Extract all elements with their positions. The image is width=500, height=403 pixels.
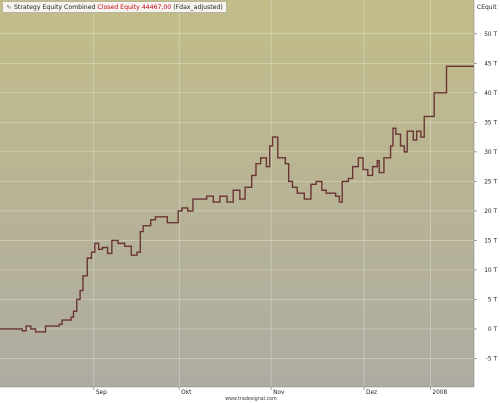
gridlines [0,0,474,387]
y-tick-label: 10 T [484,268,497,274]
y-axis-panel [474,0,500,387]
legend-instrument: (Fdax_adjusted) [173,4,223,11]
y-tick-label: 30 T [484,150,497,156]
y-tick-label: 15 T [484,238,497,244]
y-axis-ticks: 50 T 45 T 40 T 35 T 30 T 25 T 20 T 15 T 10 T 5 T 0… [474,32,498,362]
x-axis-ticks: Sep Okt Nov Dez 2008 [93,387,447,396]
x-tick-label: Dez [366,390,377,396]
x-tick-label: 2008 [432,390,447,396]
axis-unit-label: CEquit [477,4,497,11]
line-chart-icon: ∿ [6,3,12,11]
legend: ∿ Strategy Equity Combined Closed Equity … [2,1,227,13]
y-tick-label: 35 T [484,120,497,126]
footer-watermark: www.tradesignal.com [225,396,277,402]
x-tick-label: Nov [273,390,285,396]
y-tick-label: 40 T [484,91,497,97]
legend-strategy: Strategy Equity Combined [14,4,96,11]
y-tick-label: 0 T [488,327,498,333]
plot-area [0,0,474,387]
x-tick-label: Sep [96,390,107,396]
y-tick-label: 25 T [484,179,497,185]
y-tick-label: 20 T [484,209,497,215]
legend-closed-equity: Closed Equity 44467,00 [97,4,172,11]
series-layer [0,65,474,333]
y-tick-label: 5 T [488,297,498,303]
equity-series-line [0,65,474,333]
y-tick-label: 50 T [484,32,497,38]
y-tick-label: -5 T [486,356,498,362]
x-tick-label: Okt [181,390,192,396]
y-tick-label: 45 T [484,61,497,67]
